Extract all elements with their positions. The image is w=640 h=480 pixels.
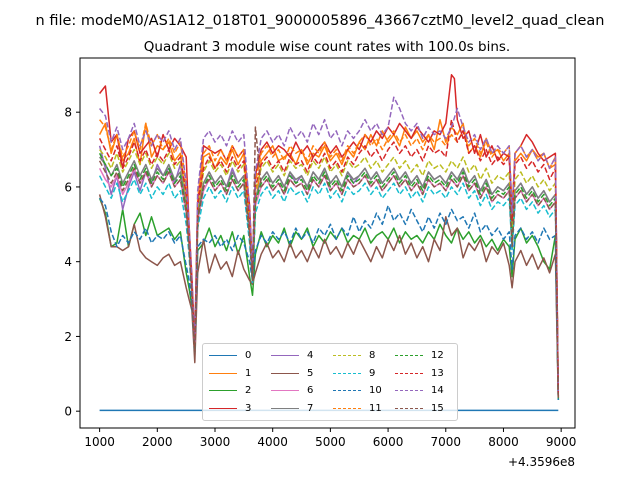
legend-entry-4: 4 [271, 347, 333, 365]
legend-label-9: 9 [369, 367, 376, 379]
legend-entry-13: 13 [395, 365, 457, 383]
legend-swatch-14 [395, 390, 423, 392]
legend-label-15: 15 [431, 402, 444, 414]
legend-entry-6: 6 [271, 382, 333, 400]
legend-entries: 0 1 2 3 4 5 6 7 8 9 10 11 12 13 14 15 [209, 347, 457, 417]
legend-swatch-7 [271, 407, 299, 409]
legend-entry-3: 3 [209, 400, 271, 418]
figure-suptitle: n file: modeM0/AS1A12_018T01_9000005896_… [36, 13, 605, 29]
x-tick-label-6: 7000 [430, 435, 461, 449]
legend-entry-8: 8 [333, 347, 395, 365]
legend-swatch-2 [209, 390, 237, 392]
x-offset-label: +4.3596e8 [508, 455, 575, 469]
y-axis: 0 2 4 6 8 [64, 106, 80, 419]
legend-swatch-6 [271, 390, 299, 392]
legend-label-6: 6 [307, 385, 314, 397]
series-line-14 [99, 96, 560, 397]
legend-swatch-11 [333, 407, 361, 409]
legend-label-12: 12 [431, 350, 444, 362]
legend-swatch-10 [333, 390, 361, 392]
legend-swatch-12 [395, 355, 423, 357]
legend-label-7: 7 [307, 402, 314, 414]
legend-entry-15: 15 [395, 400, 457, 418]
x-tick-label-0: 1000 [84, 435, 115, 449]
x-tick-label-1: 2000 [142, 435, 173, 449]
legend-label-0: 0 [245, 350, 252, 362]
x-tick-label-2: 3000 [200, 435, 231, 449]
legend-label-14: 14 [431, 385, 444, 397]
legend-entry-1: 1 [209, 365, 271, 383]
legend-entry-7: 7 [271, 400, 333, 418]
y-tick-label-2: 4 [64, 255, 72, 269]
legend-label-13: 13 [431, 367, 444, 379]
legend: 0 1 2 3 4 5 6 7 8 9 10 11 12 13 14 15 [202, 343, 458, 421]
legend-label-10: 10 [369, 385, 382, 397]
legend-label-4: 4 [307, 350, 314, 362]
y-tick-label-1: 2 [64, 330, 72, 344]
series-line-9 [98, 175, 560, 401]
legend-swatch-1 [209, 372, 237, 374]
legend-label-11: 11 [369, 402, 382, 414]
chart-title: Quadrant 3 module wise count rates with … [144, 39, 510, 55]
series-line-1 [98, 118, 560, 397]
legend-swatch-15 [395, 407, 423, 409]
series-line-13 [98, 118, 560, 397]
series-line-7 [99, 156, 560, 399]
legend-swatch-3 [209, 407, 237, 409]
legend-swatch-4 [271, 355, 299, 357]
legend-entry-2: 2 [209, 382, 271, 400]
legend-label-2: 2 [245, 385, 252, 397]
x-tick-label-8: 9000 [546, 435, 577, 449]
x-tick-label-5: 6000 [373, 435, 404, 449]
y-tick-label-4: 8 [64, 106, 72, 120]
plot-frame [79, 57, 576, 429]
legend-entry-14: 14 [395, 382, 457, 400]
legend-swatch-9 [333, 372, 361, 374]
legend-swatch-5 [271, 372, 299, 374]
legend-label-3: 3 [245, 402, 252, 414]
legend-label-8: 8 [369, 350, 376, 362]
series-line-15 [98, 126, 560, 401]
legend-entry-10: 10 [333, 382, 395, 400]
legend-label-1: 1 [245, 367, 252, 379]
legend-entry-12: 12 [395, 347, 457, 365]
legend-label-5: 5 [307, 367, 314, 379]
x-axis: 1000 2000 3000 4000 5000 6000 7000 8000 9000 [84, 428, 576, 449]
y-tick-label-0: 0 [64, 405, 72, 419]
series-line-5 [98, 194, 560, 401]
x-tick-label-7: 8000 [488, 435, 519, 449]
series-line-8 [99, 148, 560, 399]
legend-entry-11: 11 [333, 400, 395, 418]
series-layer [98, 74, 560, 412]
legend-swatch-8 [333, 355, 361, 357]
y-tick-label-3: 6 [64, 180, 72, 194]
legend-swatch-0 [209, 355, 237, 357]
series-line-12 [98, 152, 560, 401]
legend-swatch-13 [395, 372, 423, 374]
series-line-2 [98, 197, 560, 401]
x-tick-label-3: 4000 [257, 435, 288, 449]
x-tick-label-4: 5000 [315, 435, 346, 449]
legend-entry-5: 5 [271, 365, 333, 383]
legend-entry-9: 9 [333, 365, 395, 383]
legend-entry-0: 0 [209, 347, 271, 365]
